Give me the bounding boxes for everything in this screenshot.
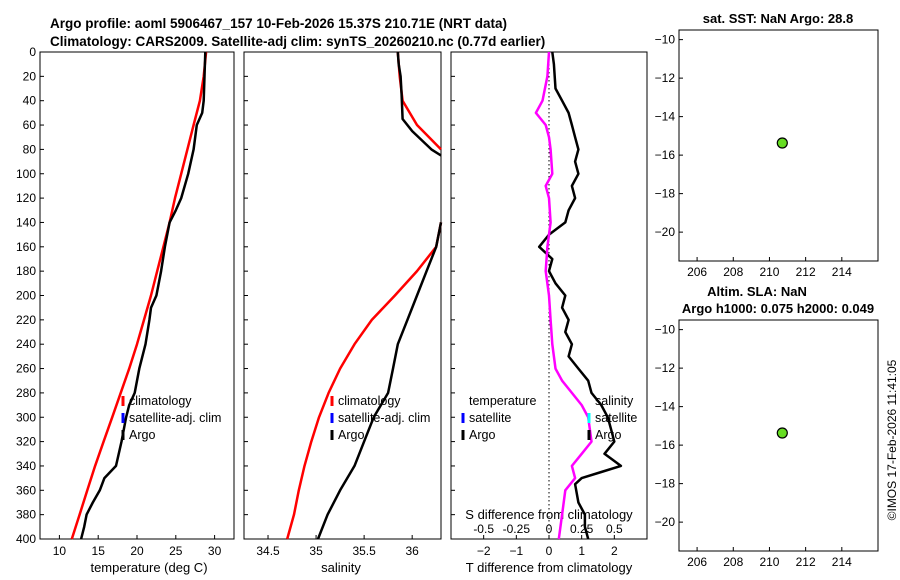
tdiff-xlabel: T difference from climatology [466,560,633,575]
depth-ytick-label: 300 [16,410,36,424]
temperature-xtick-label: 10 [53,544,67,558]
sst-map-ytick-label: −14 [655,110,676,124]
temperature-xlabel: temperature (deg C) [90,560,207,575]
tdiff-xtick-label: 2 [611,544,618,558]
sla-map-ytick-label: −10 [655,323,676,337]
salinity-legend-label: satellite-adj. clim [338,411,430,425]
tdiff-xtick-label: −2 [477,544,491,558]
sdiff-legend-label: salinity [595,394,634,408]
depth-ytick-label: 40 [23,94,37,108]
sst-map-xtick-label: 212 [796,265,816,279]
salinity-legend-label: Argo [338,428,364,442]
temperature-xtick-label: 30 [208,544,222,558]
temperature-legend-label: climatology [129,394,192,408]
depth-ytick-label: 0 [29,45,36,59]
depth-ytick-label: 200 [16,289,36,303]
sla-map-xtick-label: 214 [832,555,852,569]
depth-ytick-label: 100 [16,167,36,181]
depth-ytick-label: 380 [16,508,36,522]
sdiff-legend-label: satellite [595,411,637,425]
sla-map-xtick-label: 212 [796,555,816,569]
tdiff-xtick-label: 0 [546,544,553,558]
sla-map-xtick-label: 210 [759,555,779,569]
depth-ytick-label: 240 [16,337,36,351]
temperature-xtick-label: 15 [92,544,106,558]
sla-map-frame [678,319,879,552]
sla-map-xtick-label: 206 [687,555,707,569]
sst-map-xtick-label: 210 [759,265,779,279]
temperature-xtick-label: 25 [169,544,183,558]
depth-ytick-label: 280 [16,386,36,400]
temperature-legend-label: Argo [129,428,155,442]
tdiff-legend-label: Argo [469,428,495,442]
sla-map-ytick-label: −14 [655,400,676,414]
sdiff-xtick-label: 0.5 [606,522,623,536]
sdiff-xtick-label: -0.25 [503,522,531,536]
salinity-argo-line [316,51,443,540]
sla-map-argo-point [776,427,788,439]
sdiff-xtick-label: 0 [546,522,553,536]
imos-watermark: ©IMOS 17-Feb-2026 11:41:05 [885,359,899,520]
sla-map-ytick-label: −20 [655,515,676,529]
tdiff-legend-label: temperature [469,394,536,408]
sla-map-ytick-label: −16 [655,438,676,452]
sst-map-xtick-label: 208 [723,265,743,279]
depth-ytick-label: 400 [16,532,36,546]
salinity-xtick-label: 35 [309,544,323,558]
depth-ytick-label: 180 [16,264,36,278]
sst-map-xtick-label: 206 [687,265,707,279]
sdiff-argo-line [534,51,593,540]
sdiff-xtick-label: -0.5 [473,522,494,536]
depth-ytick-label: 260 [16,362,36,376]
depth-ytick-label: 140 [16,215,36,229]
temperature-legend-label: satellite-adj. clim [129,411,221,425]
sst-map-frame [678,29,879,262]
sst-map-ytick-label: −16 [655,148,676,162]
sst-map-xtick-label: 214 [832,265,852,279]
sdiff-xtick-label: 0.25 [570,522,594,536]
title-line-2: Climatology: CARS2009. Satellite-adj cli… [50,34,545,49]
salinity-legend-label: climatology [338,394,401,408]
depth-ytick-label: 360 [16,483,36,497]
tdiff-legend-label: satellite [469,411,511,425]
sst-map-ytick-label: −20 [655,225,676,239]
sst-map-title: sat. SST: NaN Argo: 28.8 [703,11,854,26]
temperature-argo-line [79,51,207,540]
depth-ytick-label: 160 [16,240,36,254]
sla-map-ytick-label: −12 [655,361,676,375]
depth-ytick-label: 340 [16,459,36,473]
sst-map-ytick-label: −12 [655,71,676,85]
temperature-xtick-label: 20 [130,544,144,558]
sla-map-xtick-label: 208 [723,555,743,569]
title-line-1: Argo profile: aoml 5906467_157 10-Feb-20… [50,16,507,31]
sdiff-legend-label: Argo [595,428,621,442]
depth-ytick-label: 220 [16,313,36,327]
temperature-panel-frame [39,51,235,540]
salinity-xlabel: salinity [321,560,361,575]
depth-ytick-label: 20 [23,69,37,83]
tdiff-xtick-label: −1 [509,544,523,558]
sst-map-argo-point [776,137,788,149]
salinity-xtick-label: 36 [405,544,419,558]
depth-ytick-label: 80 [23,142,37,156]
sdiff-xlabel: S difference from climatology [465,507,633,522]
sst-map-ytick-label: −10 [655,33,676,47]
sla-map-ytick-label: −18 [655,477,676,491]
sst-map-ytick-label: −18 [655,187,676,201]
temperature-climatology-line [70,51,208,540]
salinity-xtick-label: 35.5 [352,544,376,558]
depth-ytick-label: 60 [23,118,37,132]
sla-map-title-2: Argo h1000: 0.075 h2000: 0.049 [682,301,874,316]
depth-ytick-label: 320 [16,435,36,449]
salinity-xtick-label: 34.5 [256,544,280,558]
salinity-panel-frame [243,51,442,540]
tdiff-argo-line [537,51,623,540]
tdiff-xtick-label: 1 [578,544,585,558]
depth-ytick-label: 120 [16,191,36,205]
sla-map-title-1: Altim. SLA: NaN [707,284,807,299]
